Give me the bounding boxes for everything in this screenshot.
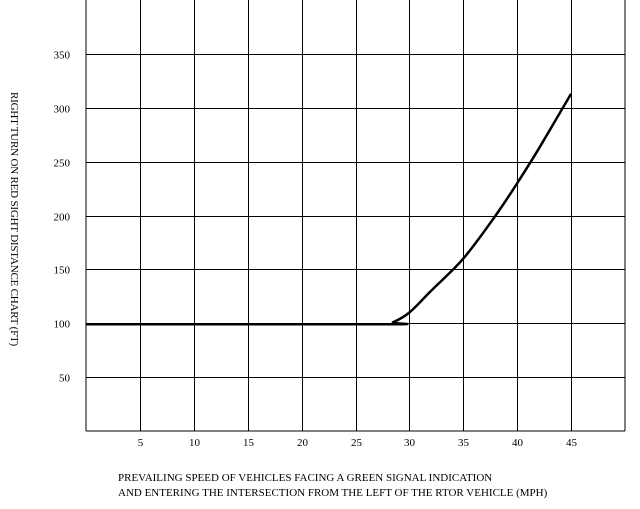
y-tick-label: 50 xyxy=(59,373,71,385)
x-axis-label-line-1: PREVAILING SPEED OF VEHICLES FACING A GR… xyxy=(118,472,493,484)
tick-labels: 5 10 15 20 25 30 35 40 45 50 100 150 200 250 300 350 xyxy=(54,50,578,450)
x-tick-label: 35 xyxy=(458,437,470,449)
y-tick-label: 250 xyxy=(54,158,71,170)
x-tick-label: 20 xyxy=(297,437,309,449)
y-tick-label: 300 xyxy=(54,104,71,116)
x-tick-label: 10 xyxy=(189,437,201,449)
y-tick-label: 150 xyxy=(54,265,71,277)
series-group xyxy=(86,93,573,326)
y-tick-label: 350 xyxy=(54,50,71,62)
x-tick-label: 30 xyxy=(404,437,416,449)
x-axis-label: PREVAILING SPEED OF VEHICLES FACING A GR… xyxy=(118,471,547,501)
x-axis-label-line-2: AND ENTERING THE INTERSECTION FROM THE L… xyxy=(118,487,548,499)
series-line xyxy=(86,93,573,326)
y-tick-label: 100 xyxy=(54,319,71,331)
x-tick-label: 5 xyxy=(138,437,144,449)
grid xyxy=(85,0,626,432)
x-tick-label: 45 xyxy=(566,437,578,449)
x-tick-label: 15 xyxy=(243,437,255,449)
x-tick-label: 40 xyxy=(512,437,524,449)
y-tick-label: 200 xyxy=(54,212,71,224)
x-tick-label: 25 xyxy=(351,437,363,449)
